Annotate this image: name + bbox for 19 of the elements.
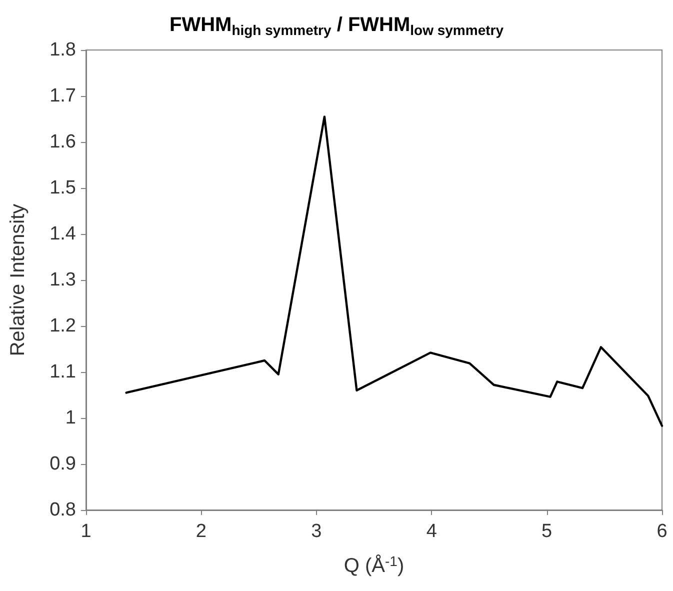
y-tick-label: 0.9: [50, 454, 76, 474]
y-tick-label: 1.5: [50, 178, 76, 198]
y-tick-label: 1.4: [50, 224, 76, 244]
x-tick-label: 3: [311, 521, 322, 542]
y-tick-label: 1: [65, 408, 76, 428]
y-tick-label: 1.1: [50, 362, 76, 382]
y-tick-label: 0.8: [50, 500, 76, 520]
y-tick-label: 1.2: [50, 316, 76, 336]
x-tick-label: 6: [656, 521, 668, 542]
y-axis-title: Relative Intensity: [7, 204, 29, 356]
line-series: [125, 116, 664, 427]
y-tick-label: 1.3: [50, 270, 76, 290]
y-tick-label: 1.8: [50, 40, 76, 60]
x-tick-label: 1: [80, 521, 92, 542]
x-tick-label: 5: [542, 521, 552, 542]
x-tick-label: 2: [196, 521, 206, 542]
x-tick-label: 4: [426, 521, 438, 542]
y-tick-label: 1.7: [50, 86, 76, 106]
y-tick-label: 1.6: [50, 132, 76, 152]
